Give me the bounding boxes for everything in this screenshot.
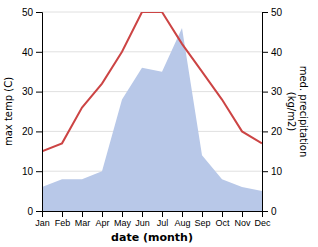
tick-label: Sep (194, 218, 210, 228)
tick-mark (262, 12, 268, 13)
tick-mark (222, 211, 223, 217)
tick-label: 40 (271, 47, 283, 58)
tick: 30 (262, 86, 283, 97)
tick: Oct (215, 211, 230, 228)
tick-mark (242, 211, 243, 217)
tick: Feb (55, 211, 71, 228)
tick-label: Oct (215, 218, 230, 228)
y2-axis-title-line: (kg/m2) (286, 92, 297, 132)
tick-label: 30 (22, 86, 34, 97)
tick-mark (202, 211, 203, 217)
tick-mark (102, 211, 103, 217)
tick-label: 20 (22, 126, 34, 137)
tick-mark (82, 211, 83, 217)
tick-label: 0 (271, 206, 277, 217)
y2-axis-title: med. precipitation(kg/m2) (286, 66, 309, 158)
tick: 40 (262, 47, 283, 58)
tick-label: Aug (174, 218, 190, 228)
tick-label: May (114, 218, 132, 228)
tick-label: Dec (254, 218, 271, 228)
marks (42, 12, 262, 211)
tick: Jun (135, 211, 150, 228)
x-axis-title: date (month) (111, 231, 193, 244)
tick-label: Mar (75, 218, 91, 228)
tick: 40 (22, 47, 42, 58)
tick-mark (36, 92, 42, 93)
tick: May (114, 211, 132, 228)
tick: Dec (254, 211, 271, 228)
tick-mark (262, 171, 268, 172)
tick: 50 (22, 7, 42, 18)
tick-label: 0 (27, 206, 33, 217)
tick-mark (142, 211, 143, 217)
grid-line (42, 51, 262, 52)
axis-line (263, 13, 269, 212)
plot-area: JanFebMarAprMayJunJulAugSepOctNovDec0102… (22, 7, 283, 229)
tick-mark (36, 131, 42, 132)
tick-label: Jul (157, 218, 169, 228)
y2-axis-title-line: med. precipitation (298, 66, 309, 158)
tick-mark (182, 211, 183, 217)
grid (42, 12, 262, 211)
tick: Mar (75, 211, 91, 228)
y-axis: 0 10 20 30 40 50 (22, 7, 43, 217)
x-axis: Jan Feb Mar Apr MayJun Jul Aug Sep Oct NovDec (35, 211, 271, 228)
tick: 20 (262, 126, 283, 137)
tick: 10 (262, 166, 283, 177)
tick-label: 50 (22, 7, 34, 18)
tick-label: Nov (234, 218, 251, 228)
y2-axis: 0 10 20 30 40 50 (262, 7, 283, 217)
tick-mark (36, 211, 42, 212)
tick: Apr (95, 211, 109, 228)
tick: Aug (174, 211, 190, 228)
tick: Jul (157, 211, 169, 228)
tick: 0 (27, 206, 42, 217)
tick: 30 (22, 86, 42, 97)
tick: Nov (234, 211, 251, 228)
tick-mark (262, 92, 268, 93)
tick-label: 20 (271, 126, 283, 137)
tick: Sep (194, 211, 210, 228)
tick-mark (36, 171, 42, 172)
tick-label: Jan (35, 218, 50, 228)
tick-mark (262, 52, 268, 53)
tick-mark (262, 131, 268, 132)
tick-mark (162, 211, 163, 217)
tick-label: 30 (271, 86, 283, 97)
temperature-line (42, 12, 262, 151)
tick-label: Apr (95, 218, 109, 228)
tick-label: 10 (22, 166, 34, 177)
tick-mark (122, 211, 123, 217)
tick-label: Feb (55, 218, 71, 228)
tick-mark (262, 211, 268, 212)
tick-label: 50 (271, 7, 283, 18)
tick: Jan (35, 211, 50, 228)
axis-line (36, 13, 43, 212)
y-axis-title: max temp (C) (3, 77, 14, 146)
tick: 0 (262, 206, 277, 217)
tick-mark (36, 12, 42, 13)
tick-label: 10 (271, 166, 283, 177)
tick-label: 40 (22, 47, 34, 58)
tick-mark (36, 52, 42, 53)
chart: JanFebMarAprMayJunJulAugSepOctNovDec0102… (0, 0, 318, 247)
tick: 10 (22, 166, 42, 177)
axis-line (43, 212, 263, 218)
tick: 50 (262, 7, 283, 18)
tick: 20 (22, 126, 42, 137)
tick-mark (62, 211, 63, 217)
tick-label: Jun (135, 218, 150, 228)
